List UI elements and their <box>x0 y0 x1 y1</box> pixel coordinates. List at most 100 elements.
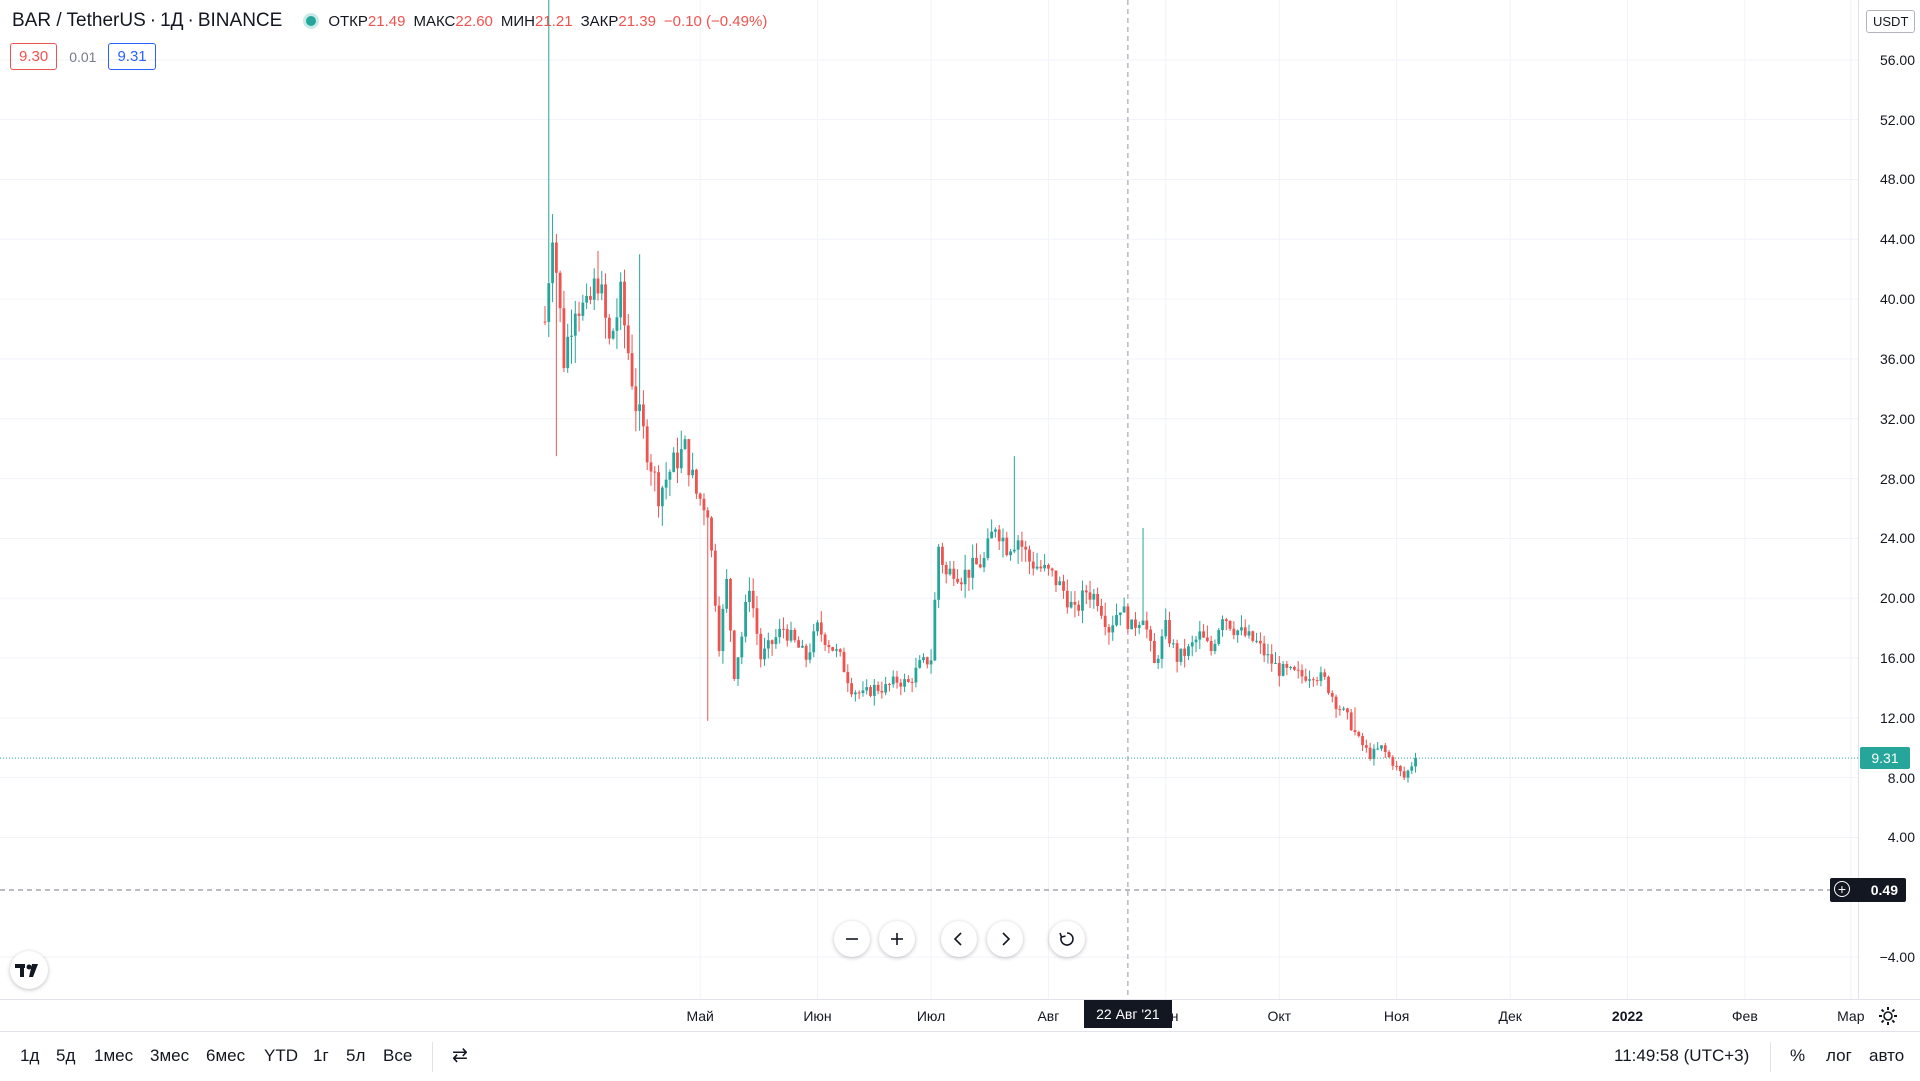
candle-body <box>941 546 944 565</box>
candle-body <box>1077 604 1081 611</box>
candle-body <box>1009 551 1012 556</box>
candle-body <box>543 321 547 323</box>
open-label: ОТКР <box>328 12 368 30</box>
percent-scale-button[interactable]: % <box>1790 1046 1806 1065</box>
candle-body <box>1346 708 1349 713</box>
candle-body <box>607 317 611 339</box>
candle-body <box>1005 537 1009 556</box>
candle-body <box>672 452 676 472</box>
candle-body <box>1028 549 1031 562</box>
candle-body <box>562 308 566 369</box>
candle-body <box>1308 679 1311 681</box>
high-label: МАКС <box>413 12 456 30</box>
scroll-right-button[interactable] <box>987 921 1023 957</box>
legend-separator: · <box>187 10 194 31</box>
range-1m-button[interactable]: 1мес <box>94 1046 134 1065</box>
candle-body <box>1205 637 1209 641</box>
price-axis-label: 40.00 <box>1879 291 1915 308</box>
quote-row: 9.30 0.01 9.31 <box>10 43 156 70</box>
candle-body <box>1149 629 1152 641</box>
time-axis[interactable]: МайИюнИюлАвгСенОктНояДек2022ФевМарАпр <box>0 999 1920 1032</box>
candle-body <box>721 608 725 652</box>
candle-body <box>554 242 558 273</box>
clock[interactable]: 11:49:58 (UTC+3) <box>1614 1046 1750 1065</box>
candle-body <box>853 692 857 695</box>
ohlc-low: МИН21.21 <box>501 13 573 30</box>
range-5d-button[interactable]: 5д <box>56 1046 76 1065</box>
toolbar-divider <box>1770 1042 1771 1072</box>
candle-body <box>1236 630 1240 636</box>
price-axis-label: 12.00 <box>1879 709 1915 726</box>
range-ytd-button[interactable]: YTD <box>264 1046 298 1065</box>
candle-body <box>1277 662 1281 676</box>
candle-body <box>1243 627 1247 636</box>
candle-body <box>638 404 642 412</box>
candle-body <box>1274 662 1277 664</box>
range-6m-button[interactable]: 6мес <box>206 1046 246 1065</box>
candle-body <box>1209 640 1213 652</box>
candle-body <box>1300 670 1304 677</box>
candle-body <box>1293 666 1296 670</box>
candle-body <box>835 649 838 651</box>
candle-body <box>1179 648 1183 662</box>
range-5y-button[interactable]: 5л <box>346 1046 366 1065</box>
interval-label[interactable]: 1Д <box>160 10 184 31</box>
candle-body <box>1380 745 1383 749</box>
candle-body <box>1103 615 1107 628</box>
candle-body <box>774 637 778 645</box>
candle-body <box>906 679 910 682</box>
candle-body <box>929 660 933 665</box>
candle-body <box>589 295 592 300</box>
buy-button[interactable]: 9.31 <box>108 43 156 70</box>
auto-scale-button[interactable]: авто <box>1869 1046 1905 1065</box>
price-chart[interactable] <box>0 0 1858 999</box>
zoom-in-button[interactable] <box>879 921 915 957</box>
candle-body <box>982 558 986 568</box>
tradingview-logo[interactable] <box>10 951 48 989</box>
candle-body <box>808 652 812 660</box>
price-axis[interactable]: 56.00 52.00 48.00 44.00 40.00 36.00 32.00 28.00… <box>1858 0 1920 999</box>
crosshair-price-label[interactable]: + 0.49 <box>1830 877 1906 902</box>
candle-body <box>649 462 653 472</box>
candle-body <box>1088 592 1092 600</box>
candle-body <box>585 295 589 303</box>
time-axis-label: Окт <box>1267 1008 1292 1024</box>
last-price-label: 9.31 <box>1860 747 1910 770</box>
sell-button[interactable]: 9.30 <box>10 43 58 70</box>
candle-body <box>842 651 846 673</box>
add-alert-icon[interactable]: + <box>1834 880 1850 897</box>
price-axis-label: −4.00 <box>1879 949 1915 966</box>
candle-body <box>1387 752 1391 758</box>
price-axis-label: 4.00 <box>1887 829 1915 846</box>
candle-body <box>1137 624 1141 628</box>
candle-body <box>1130 619 1134 630</box>
zoom-out-button[interactable] <box>834 921 870 957</box>
candle-body <box>1304 676 1308 681</box>
reset-chart-button[interactable] <box>1049 921 1085 957</box>
range-1d-button[interactable]: 1д <box>20 1046 40 1065</box>
candle-body <box>1315 680 1319 682</box>
candle-body <box>687 439 691 476</box>
log-scale-button[interactable]: лог <box>1826 1046 1852 1065</box>
candle-body <box>1099 606 1103 616</box>
time-axis-label: Май <box>686 1008 714 1024</box>
candle-body <box>903 679 906 687</box>
currency-button[interactable]: USDT <box>1866 10 1916 33</box>
candle-body <box>763 648 766 660</box>
date-range-icon[interactable]: ⇄ <box>452 1045 468 1066</box>
candle-body <box>1107 627 1111 633</box>
range-3m-button[interactable]: 3мес <box>150 1046 190 1065</box>
range-1y-button[interactable]: 1г <box>313 1046 329 1065</box>
settings-icon[interactable] <box>1877 1005 1899 1027</box>
candle-body <box>570 335 573 337</box>
close-label: ЗАКР <box>580 12 619 30</box>
high-value: 22.60 <box>455 12 493 30</box>
candle-body <box>831 647 835 651</box>
symbol-name[interactable]: BAR / TetherUS <box>12 10 146 31</box>
candle-body <box>1168 620 1171 644</box>
tradingview-logo-icon <box>15 964 38 977</box>
reset-icon <box>1059 932 1074 946</box>
market-status-icon[interactable] <box>306 16 317 26</box>
scroll-left-button[interactable] <box>941 921 977 957</box>
range-all-button[interactable]: Все <box>383 1046 413 1065</box>
